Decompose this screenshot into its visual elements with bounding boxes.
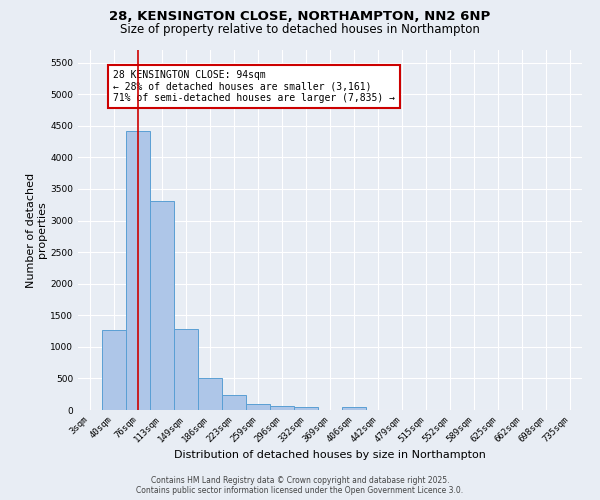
- Bar: [294, 407, 318, 410]
- Y-axis label: Number of detached
properties: Number of detached properties: [26, 172, 47, 288]
- Bar: [342, 407, 366, 410]
- X-axis label: Distribution of detached houses by size in Northampton: Distribution of detached houses by size …: [174, 450, 486, 460]
- Bar: [126, 131, 150, 410]
- Text: 28, KENSINGTON CLOSE, NORTHAMPTON, NN2 6NP: 28, KENSINGTON CLOSE, NORTHAMPTON, NN2 6…: [109, 10, 491, 23]
- Text: Size of property relative to detached houses in Northampton: Size of property relative to detached ho…: [120, 22, 480, 36]
- Text: 28 KENSINGTON CLOSE: 94sqm
← 28% of detached houses are smaller (3,161)
71% of s: 28 KENSINGTON CLOSE: 94sqm ← 28% of deta…: [113, 70, 395, 103]
- Bar: [246, 404, 270, 410]
- Bar: [102, 330, 126, 410]
- Bar: [198, 378, 222, 410]
- Bar: [150, 201, 174, 410]
- Bar: [174, 328, 198, 410]
- Bar: [270, 406, 294, 410]
- Bar: [222, 395, 246, 410]
- Text: Contains HM Land Registry data © Crown copyright and database right 2025.
Contai: Contains HM Land Registry data © Crown c…: [136, 476, 464, 495]
